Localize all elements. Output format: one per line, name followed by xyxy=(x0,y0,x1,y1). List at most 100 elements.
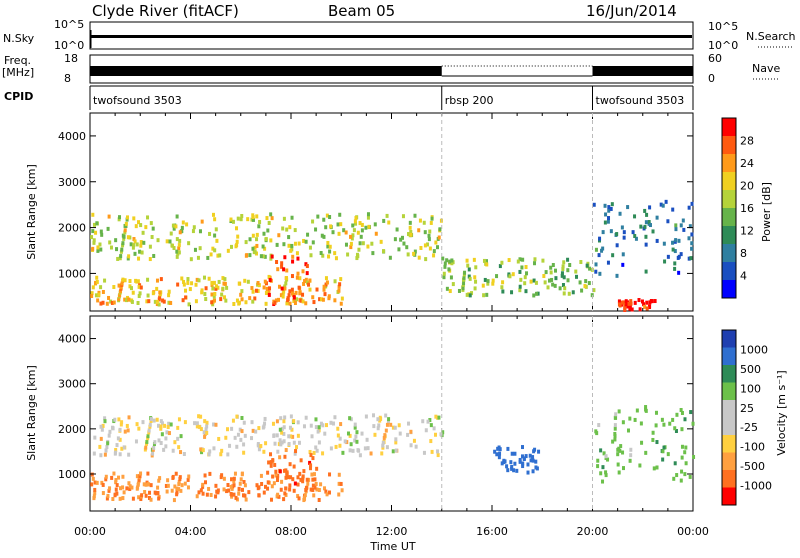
data-cell xyxy=(360,228,364,233)
data-cell xyxy=(196,255,200,260)
data-cell xyxy=(200,219,204,224)
data-cell xyxy=(155,417,159,422)
data-cell xyxy=(222,281,226,286)
data-cell xyxy=(609,206,613,211)
data-cell xyxy=(542,274,546,279)
data-cell xyxy=(223,277,227,282)
data-cell xyxy=(189,257,193,262)
data-cell xyxy=(666,254,670,259)
data-cell xyxy=(108,429,112,434)
data-cell xyxy=(301,292,305,297)
data-cell xyxy=(337,492,341,497)
data-cell xyxy=(512,468,516,473)
data-cell xyxy=(155,302,159,307)
data-cell xyxy=(158,290,162,295)
data-cell xyxy=(427,233,431,238)
data-cell xyxy=(99,436,103,441)
data-cell xyxy=(389,422,393,427)
data-cell xyxy=(324,276,328,281)
data-cell xyxy=(178,475,182,480)
data-cell xyxy=(209,492,213,497)
data-cell xyxy=(101,482,105,487)
data-cell xyxy=(326,240,330,245)
data-cell xyxy=(328,244,332,249)
data-cell xyxy=(280,286,284,291)
data-cell xyxy=(225,285,229,290)
data-cell xyxy=(621,450,625,455)
data-cell xyxy=(311,456,315,461)
data-cell xyxy=(364,225,368,230)
data-cell xyxy=(324,225,328,230)
data-cell xyxy=(183,481,187,486)
data-cell xyxy=(680,455,684,460)
data-cell xyxy=(628,306,632,311)
data-cell xyxy=(275,242,279,247)
data-cell xyxy=(520,454,524,459)
colorbar-swatch xyxy=(722,280,736,299)
data-cell xyxy=(170,243,174,248)
data-cell xyxy=(108,240,112,245)
data-cell xyxy=(232,479,236,484)
data-cell xyxy=(135,242,139,247)
data-cell xyxy=(323,431,327,436)
data-cell xyxy=(120,446,124,451)
data-cell xyxy=(365,437,369,442)
data-cell xyxy=(615,232,619,237)
data-cell xyxy=(287,293,291,298)
data-cell xyxy=(333,279,337,284)
data-cell xyxy=(148,490,152,495)
data-cell xyxy=(226,248,230,253)
data-cell xyxy=(255,483,259,488)
data-cell xyxy=(99,247,103,252)
data-cell xyxy=(264,441,268,446)
data-cell xyxy=(123,429,127,434)
data-cell xyxy=(321,253,325,258)
data-cell xyxy=(520,265,524,270)
data-cell xyxy=(134,278,138,283)
data-cell xyxy=(513,451,517,456)
data-cell xyxy=(113,417,117,422)
data-cell xyxy=(140,493,144,498)
data-cell xyxy=(554,276,558,281)
data-cell xyxy=(272,433,276,438)
data-cell xyxy=(210,281,214,286)
data-cell xyxy=(119,422,123,427)
data-cell xyxy=(519,277,523,282)
data-cell xyxy=(613,426,617,431)
data-cell xyxy=(637,298,641,303)
data-cell xyxy=(127,481,131,486)
data-cell xyxy=(467,267,471,272)
data-cell xyxy=(644,234,648,239)
data-cell xyxy=(316,214,320,219)
data-cell xyxy=(282,267,286,272)
data-cell xyxy=(350,236,354,241)
y-tick-label: 2000 xyxy=(58,222,86,235)
colorbar-swatch xyxy=(722,244,736,263)
data-cell xyxy=(157,478,161,483)
data-cell xyxy=(254,429,258,434)
data-cell xyxy=(251,428,255,433)
data-cell xyxy=(690,232,694,237)
data-cell xyxy=(607,216,611,221)
data-cell xyxy=(394,448,398,453)
data-cell xyxy=(387,417,391,422)
data-cell xyxy=(673,461,677,466)
data-cell xyxy=(290,287,294,292)
data-cell xyxy=(558,286,562,291)
data-cell xyxy=(535,466,539,471)
data-cell xyxy=(561,283,565,288)
data-cell xyxy=(328,215,332,220)
data-cell xyxy=(251,233,255,238)
data-cell xyxy=(172,226,176,231)
data-cell xyxy=(156,423,160,428)
data-cell xyxy=(242,420,246,425)
data-cell xyxy=(407,421,411,426)
data-cell xyxy=(644,242,648,247)
data-cell xyxy=(180,229,184,234)
data-cell xyxy=(262,231,266,236)
data-cell xyxy=(92,451,96,456)
data-cell xyxy=(205,430,209,435)
data-cell xyxy=(114,450,118,455)
data-cell xyxy=(473,286,477,291)
data-cell xyxy=(281,226,285,231)
